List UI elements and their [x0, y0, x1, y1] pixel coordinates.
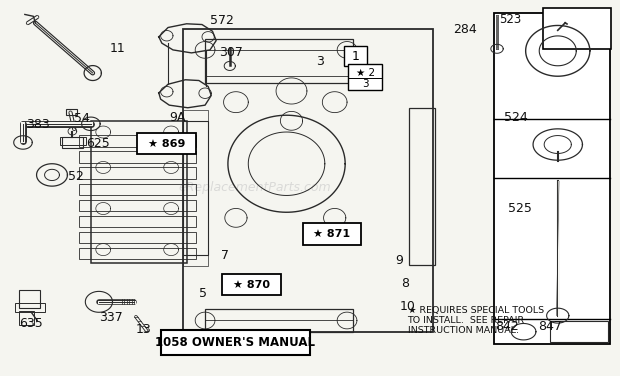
Text: 284: 284	[453, 23, 477, 36]
Text: ★ 2: ★ 2	[356, 68, 375, 78]
Text: 635: 635	[19, 317, 42, 330]
Text: ★ 870: ★ 870	[233, 280, 270, 290]
FancyBboxPatch shape	[161, 330, 310, 355]
FancyBboxPatch shape	[348, 64, 382, 90]
Text: 1: 1	[352, 50, 360, 62]
FancyBboxPatch shape	[344, 46, 368, 66]
Text: 10: 10	[399, 300, 415, 313]
Text: 11: 11	[109, 41, 125, 55]
Text: 9: 9	[395, 254, 403, 267]
Text: 572: 572	[210, 14, 234, 27]
Text: 523: 523	[499, 13, 521, 26]
Text: ★ 869: ★ 869	[148, 139, 185, 149]
Text: 9A: 9A	[169, 111, 185, 124]
Text: 7: 7	[221, 249, 229, 262]
Text: 525: 525	[508, 202, 531, 215]
Text: 337: 337	[99, 311, 123, 324]
Text: 52: 52	[68, 170, 84, 183]
Text: 847: 847	[538, 320, 562, 334]
Text: 842: 842	[495, 320, 519, 334]
Text: 3: 3	[362, 79, 368, 89]
Text: 625: 625	[87, 137, 110, 150]
FancyBboxPatch shape	[494, 12, 610, 344]
Text: 5: 5	[199, 287, 207, 300]
Text: 524: 524	[505, 111, 528, 124]
Text: ★ REQUIRES SPECIAL TOOLS
TO INSTALL.  SEE REPAIR
INSTRUCTION MANUAL.: ★ REQUIRES SPECIAL TOOLS TO INSTALL. SEE…	[407, 306, 544, 335]
Text: 1058 OWNER'S MANUAL: 1058 OWNER'S MANUAL	[156, 336, 316, 349]
Text: 13: 13	[136, 323, 152, 335]
FancyBboxPatch shape	[137, 133, 196, 155]
Text: eReplacementParts.com: eReplacementParts.com	[178, 182, 330, 194]
Text: ★ 871: ★ 871	[313, 229, 350, 239]
Text: 54: 54	[74, 112, 90, 126]
FancyBboxPatch shape	[303, 223, 361, 245]
Text: 307: 307	[219, 46, 242, 59]
FancyBboxPatch shape	[223, 274, 281, 296]
FancyBboxPatch shape	[543, 8, 611, 49]
Text: 3: 3	[316, 55, 324, 68]
Text: 8: 8	[401, 277, 409, 290]
Text: 383: 383	[26, 118, 50, 131]
